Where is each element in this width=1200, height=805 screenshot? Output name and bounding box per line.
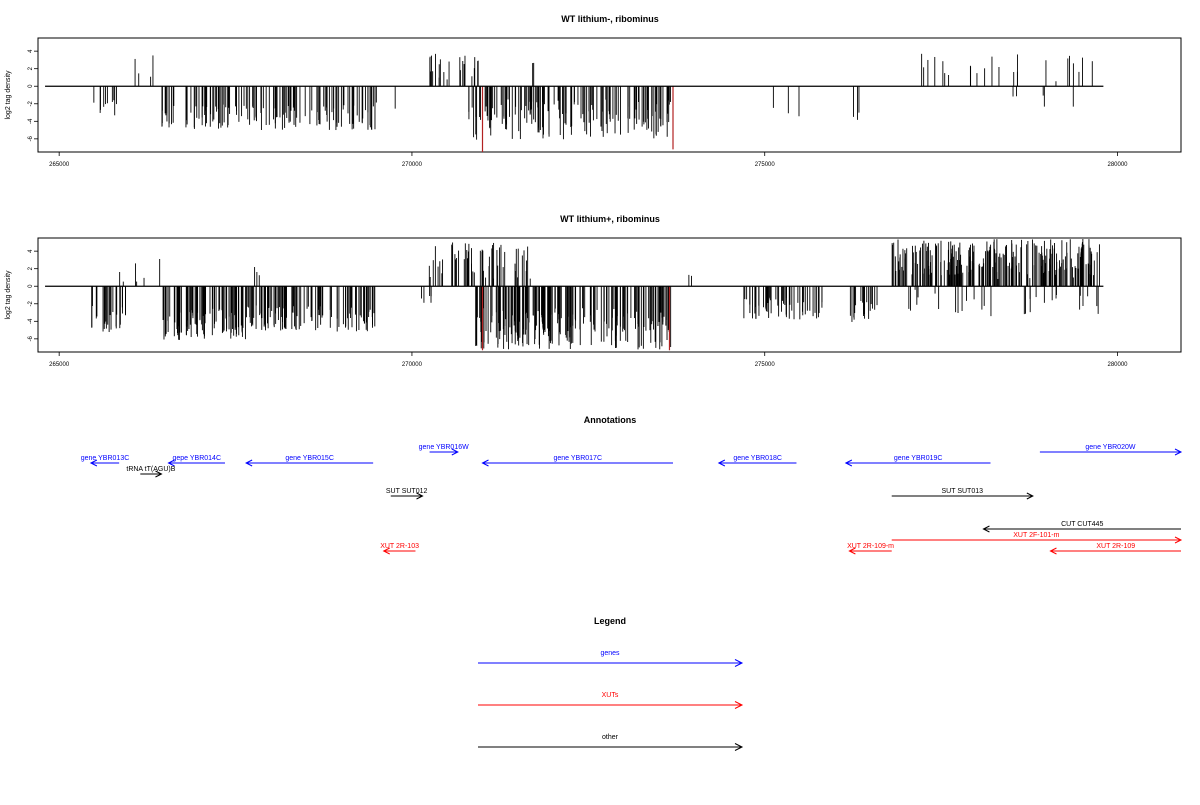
- feature-label: tRNA tT(AGU)B: [126, 466, 175, 473]
- feature-label: gene YBR018C: [733, 455, 782, 462]
- feature-label: gene YBR016W: [419, 444, 469, 451]
- feature-arrowhead: [1174, 536, 1183, 544]
- feature-label: gene YBR020W: [1085, 444, 1135, 451]
- feature-arrowhead: [982, 525, 990, 533]
- feature-other: tRNA tT(AGU)B: [126, 466, 176, 478]
- legend-label: genes: [600, 650, 620, 657]
- feature-arrowhead: [382, 547, 390, 555]
- y-tick-label: 4: [28, 49, 34, 53]
- x-tick-label: 275000: [755, 162, 776, 168]
- feature-label: SUT SUT012: [386, 488, 428, 495]
- panel-title: WT lithium+, ribominus: [560, 214, 660, 224]
- legend-arrowhead: [734, 701, 744, 709]
- feature-arrowhead: [89, 459, 98, 467]
- feature-label: SUT SUT013: [942, 488, 984, 495]
- x-tick-label: 270000: [402, 162, 423, 168]
- feature-arrowhead: [451, 448, 459, 456]
- x-tick-label: 270000: [402, 362, 423, 368]
- feature-xut: XUT 2F-101-m: [891, 532, 1183, 544]
- y-tick-label: 0: [28, 284, 34, 288]
- legend-arrowhead: [734, 659, 744, 667]
- feature-gene: gene YBR018C: [717, 455, 797, 467]
- x-tick-label: 280000: [1107, 162, 1128, 168]
- legend-label: XUTs: [602, 692, 619, 699]
- x-tick-label: 275000: [755, 362, 776, 368]
- x-tick-label: 265000: [49, 162, 70, 168]
- feature-arrowhead: [844, 459, 853, 467]
- feature-label: gene YBR017C: [553, 455, 602, 462]
- y-axis-label: log2 tag density: [5, 270, 12, 320]
- panel-lithium-plus: WT lithium+, ribominus log2 tag density …: [5, 214, 1182, 368]
- feature-gene: gepe YBR014C: [167, 455, 225, 467]
- y-axis: -6 -4 -2 0 2 4: [28, 49, 38, 142]
- feature-label: gene YBR019C: [894, 455, 943, 462]
- feature-gene: gene YBR020W: [1039, 444, 1183, 456]
- legend-title: Legend: [594, 616, 626, 626]
- feature-arrowhead: [155, 470, 163, 478]
- feature-gene: gene YBR015C: [245, 455, 374, 467]
- y-tick-label: -2: [28, 100, 34, 106]
- plot-frame: [37, 37, 1182, 153]
- feature-arrowhead: [481, 459, 489, 467]
- feature-label: XUT 2F-101-m: [1013, 532, 1059, 539]
- y-tick-label: -6: [28, 136, 34, 142]
- y-tick-label: -4: [28, 318, 34, 324]
- y-axis-label: log2 tag density: [5, 70, 12, 120]
- feature-label: XUT 2R-103: [380, 543, 419, 550]
- feature-gene: gene YBR019C: [844, 455, 991, 467]
- feature-label: gene YBR013C: [81, 455, 130, 462]
- feature-gene: gene YBR016W: [419, 444, 469, 456]
- y-tick-label: 2: [28, 66, 34, 70]
- feature-label: CUT CUT445: [1061, 521, 1103, 528]
- density-bars: [45, 238, 1104, 351]
- legend-entry: other: [478, 734, 744, 751]
- legend-label: other: [602, 734, 619, 741]
- y-tick-label: 2: [28, 266, 34, 270]
- y-tick-label: -6: [28, 336, 34, 342]
- feature-gene: gene YBR017C: [481, 455, 673, 467]
- feature-arrowhead: [167, 459, 175, 467]
- legend-entries: genes XUTs other: [478, 650, 744, 751]
- panel-lithium-minus: WT lithium-, ribominus log2 tag density …: [5, 14, 1182, 168]
- density-bars: [45, 53, 1104, 152]
- x-tick-label: 265000: [49, 362, 70, 368]
- feature-other: SUT SUT012: [386, 488, 428, 500]
- feature-label: XUT 2R-109: [1096, 543, 1135, 550]
- legend: Legend genes XUTs other: [478, 616, 744, 751]
- feature-arrowhead: [245, 459, 253, 467]
- feature-arrowhead: [1049, 547, 1057, 555]
- feature-arrowhead: [1174, 448, 1183, 456]
- plot-frame: [37, 237, 1182, 353]
- feature-label: XUT 2R-109-m: [847, 543, 894, 550]
- annotations-track: Annotations gene YBR013C gepe YBR014C gene…: [81, 415, 1183, 555]
- x-axis: 265000 270000 275000 280000: [49, 152, 1128, 168]
- feature-other: CUT CUT445: [982, 521, 1181, 533]
- panel-title: WT lithium-, ribominus: [561, 14, 659, 24]
- y-tick-label: 0: [28, 84, 34, 88]
- feature-arrowhead: [848, 547, 856, 555]
- feature-label: gene YBR015C: [285, 455, 334, 462]
- feature-xut: XUT 2R-109-m: [847, 543, 894, 555]
- feature-list: gene YBR013C gepe YBR014C gene YBR015C gene…: [81, 444, 1183, 555]
- feature-arrowhead: [1026, 492, 1034, 500]
- legend-entry: XUTs: [478, 692, 744, 709]
- feature-gene: gene YBR013C: [81, 455, 130, 467]
- feature-arrowhead: [717, 459, 726, 467]
- legend-arrowhead: [734, 743, 744, 751]
- feature-xut: XUT 2R-109: [1049, 543, 1181, 555]
- y-axis: -6 -4 -2 0 2 4: [28, 249, 38, 342]
- annotations-title: Annotations: [584, 415, 637, 425]
- y-tick-label: 4: [28, 249, 34, 253]
- feature-xut: XUT 2R-103: [380, 543, 419, 555]
- x-axis: 265000 270000 275000 280000: [49, 352, 1128, 368]
- feature-label: gepe YBR014C: [172, 455, 221, 462]
- y-tick-label: -2: [28, 300, 34, 306]
- x-tick-label: 280000: [1107, 362, 1128, 368]
- feature-arrowhead: [416, 492, 424, 500]
- legend-entry: genes: [478, 650, 744, 667]
- feature-other: SUT SUT013: [891, 488, 1034, 500]
- y-tick-label: -4: [28, 118, 34, 124]
